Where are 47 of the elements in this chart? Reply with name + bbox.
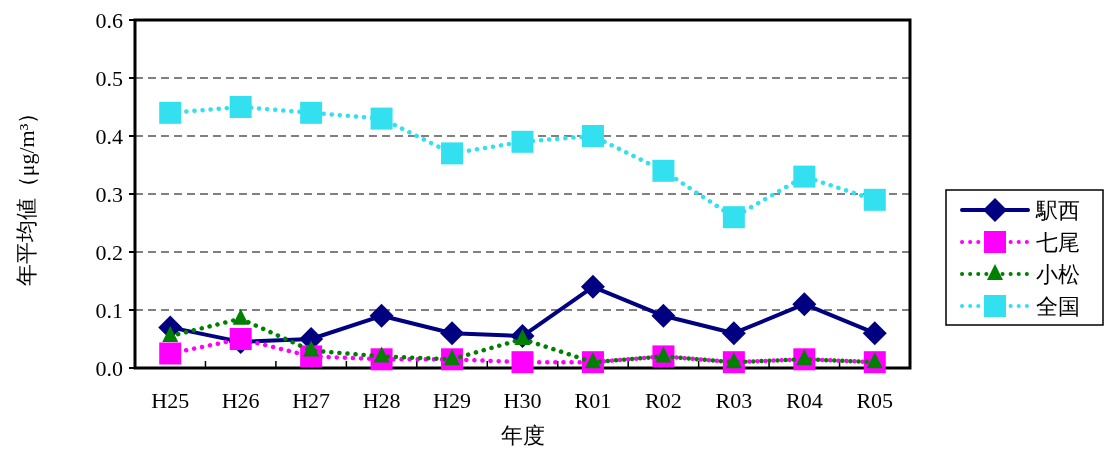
legend-label: 駅西 [1035,198,1080,223]
point [511,130,534,153]
point [162,326,179,343]
point [440,321,465,346]
x-tick-label: R01 [574,388,612,413]
point [581,125,604,147]
x-axis-title: 年度 [500,423,545,448]
point [862,321,887,346]
y-tick-label: 0.5 [95,66,123,91]
point [722,206,745,229]
point [159,101,182,124]
x-tick-label: H26 [221,388,260,413]
y-tick-label: 0.6 [95,8,123,33]
point [792,292,817,317]
legend-label: 全国 [1036,294,1080,319]
y-tick-label: 0.4 [95,124,123,149]
legend-label: 小松 [1036,262,1080,287]
point [863,188,886,211]
point [652,159,675,182]
point [300,101,323,124]
point [441,142,464,165]
point [793,165,816,188]
point [580,274,605,299]
y-axis-title: 年平均値（μg/m³） [14,101,39,287]
y-tick-label: 0.2 [95,240,123,265]
point [721,321,746,346]
point [229,96,252,118]
point [370,107,393,130]
x-tick-label: H28 [362,388,401,413]
x-tick-label: H27 [292,388,331,413]
x-tick-label: R04 [785,388,823,413]
point [369,303,394,328]
point [232,308,249,325]
point [229,328,252,350]
x-tick-label: H25 [151,388,190,413]
y-tick-label: 0.0 [95,356,123,381]
x-tick-label: R05 [856,388,894,413]
y-tick-label: 0.1 [95,298,123,323]
x-tick-label: R02 [645,388,682,413]
y-tick-label: 0.3 [95,182,123,207]
point [511,351,534,374]
point [159,342,182,365]
x-tick-label: R03 [715,388,753,413]
point [651,303,676,328]
x-tick-label: H30 [503,388,542,413]
x-tick-label: H29 [433,388,471,413]
legend-label: 七尾 [1036,230,1080,255]
